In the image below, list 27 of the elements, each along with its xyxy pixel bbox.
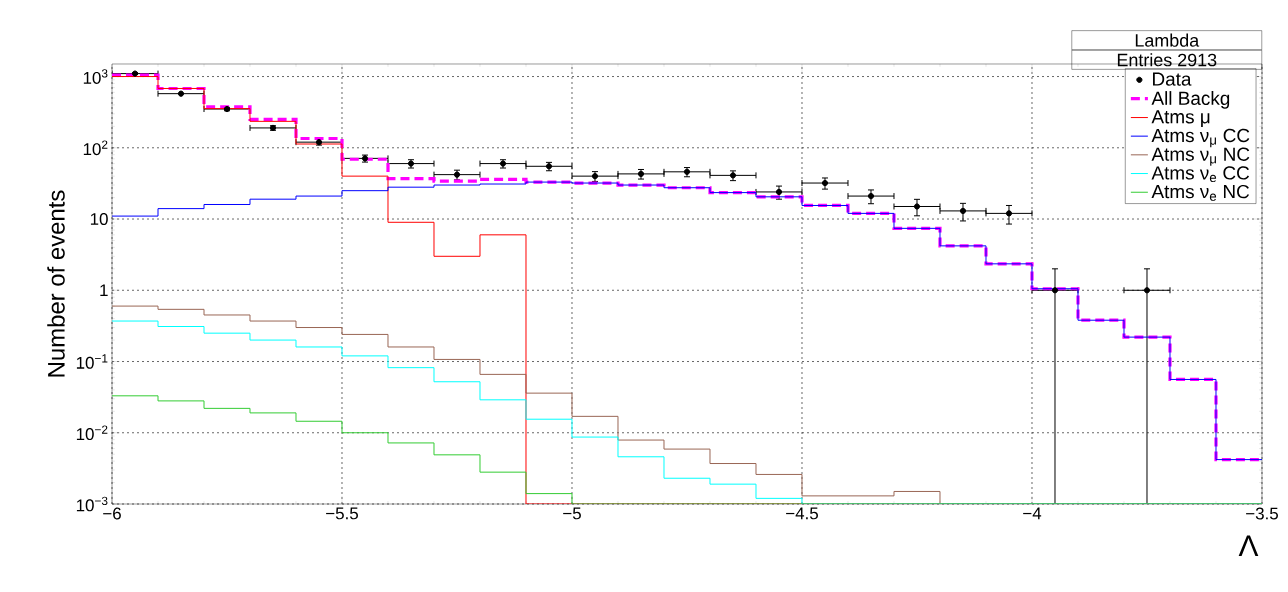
text: Lambda	[1135, 33, 1200, 47]
point	[913, 203, 921, 210]
legend-label: Atms ν$_{e}$ NC	[1151, 184, 1250, 201]
point	[959, 207, 967, 215]
y-tick-label: 10$^{−1}$	[76, 354, 108, 369]
legend-label: Data	[1153, 72, 1192, 86]
point	[1143, 287, 1151, 294]
legend-label: Atms ν$_{e}$ CC	[1151, 166, 1250, 183]
legend-label: Atms ν$_{μ}$ CC	[1151, 128, 1250, 148]
point	[1051, 287, 1059, 294]
legend-label: Atms μ	[1151, 110, 1210, 127]
x-tick-label: −3.5	[1246, 507, 1278, 520]
y-tick-label: 10$^{3}$	[83, 69, 108, 84]
x-tick-label: −4	[1023, 507, 1042, 520]
y-tick-label: 1	[100, 284, 108, 297]
point	[1005, 210, 1013, 217]
x-tick-label: −5.5	[326, 507, 358, 520]
x-tick-label: −5	[563, 507, 581, 520]
y-axis-title: Number of events	[47, 190, 65, 377]
y-tick-label: 10$^{2}$	[83, 140, 108, 156]
annotation: Entries 2913	[1117, 53, 1217, 67]
y-tick-label: 10$^{−2}$	[76, 425, 108, 441]
x-tick-label: −4.5	[786, 507, 818, 520]
x-axis-title: Λ	[1238, 535, 1259, 557]
legend-label: Atms ν$_{μ}$ NC	[1151, 147, 1250, 166]
y-tick-label: 10	[90, 213, 108, 226]
legend-label: All Backg	[1151, 91, 1230, 109]
